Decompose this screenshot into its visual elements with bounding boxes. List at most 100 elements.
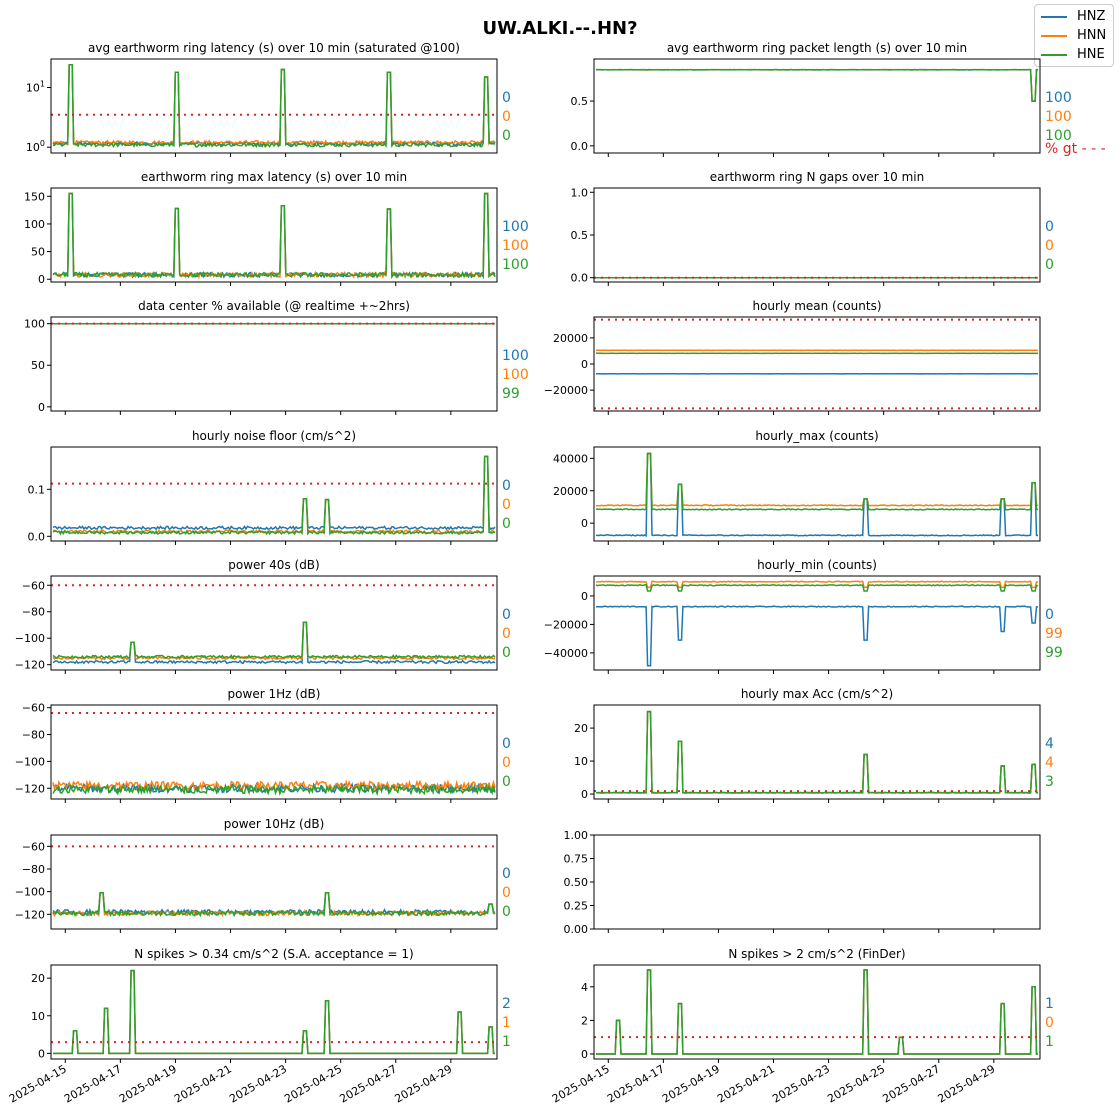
pct-label: 0 bbox=[502, 516, 511, 532]
pct-label: 0 bbox=[502, 866, 511, 882]
y-tick-label: 1.00 bbox=[564, 829, 589, 842]
y-tick-label: −60 bbox=[22, 702, 45, 715]
series-line bbox=[595, 605, 1039, 667]
x-tick-label: 2025-04-29 bbox=[392, 1062, 454, 1105]
pct-label: 1 bbox=[502, 1015, 511, 1031]
subplot-title: hourly_max (counts) bbox=[755, 429, 878, 443]
y-tick-label: 0.50 bbox=[564, 876, 589, 889]
axes-frame bbox=[593, 704, 1041, 800]
axes-frame bbox=[50, 834, 498, 930]
series-line bbox=[595, 68, 1039, 102]
y-tick-label: −60 bbox=[22, 840, 45, 853]
pct-label: 1 bbox=[1045, 996, 1054, 1012]
y-tick-label: 0.25 bbox=[564, 900, 589, 913]
x-tick-label: 2025-04-17 bbox=[605, 1062, 667, 1105]
axes-frame bbox=[593, 446, 1041, 542]
series-line bbox=[596, 969, 1038, 1055]
x-tick-label: 2025-04-15 bbox=[550, 1062, 612, 1105]
gt-label: % gt - - - bbox=[1045, 141, 1106, 157]
y-tick-label: 0 bbox=[581, 590, 588, 603]
pct-label: 4 bbox=[1045, 755, 1054, 771]
series-line bbox=[52, 621, 496, 665]
series-line bbox=[596, 969, 1038, 1055]
legend-item-hnz: HNZ bbox=[1035, 7, 1113, 26]
pct-label: 100 bbox=[502, 219, 529, 235]
y-tick-label: 0 bbox=[581, 788, 588, 801]
axes-frame bbox=[50, 316, 498, 412]
series-line bbox=[52, 621, 496, 661]
series-line bbox=[52, 455, 496, 536]
pct-label: 0 bbox=[1045, 1015, 1054, 1031]
y-tick-label: 40000 bbox=[553, 452, 588, 465]
pct-label: 0 bbox=[502, 607, 511, 623]
series-line bbox=[53, 969, 495, 1055]
x-tick-label: 2025-04-17 bbox=[62, 1062, 124, 1105]
axes-frame bbox=[593, 834, 1041, 930]
series-line bbox=[52, 64, 496, 149]
pct-label: 99 bbox=[1045, 626, 1063, 642]
y-tick-label: −80 bbox=[22, 863, 45, 876]
pct-label: 0 bbox=[1045, 607, 1054, 623]
y-tick-label: 100 bbox=[24, 318, 45, 331]
series-line bbox=[53, 455, 496, 536]
y-tick-label: −100 bbox=[15, 755, 45, 768]
series-line bbox=[52, 192, 496, 280]
y-tick-label: −20000 bbox=[544, 384, 588, 397]
pct-label: 0 bbox=[1045, 238, 1054, 254]
axes-frame bbox=[50, 446, 498, 542]
y-tick-label: 0 bbox=[581, 358, 588, 371]
x-tick-label: 2025-04-21 bbox=[715, 1062, 777, 1105]
pct-label: 100 bbox=[1045, 90, 1072, 106]
y-tick-label: 0.0 bbox=[28, 530, 46, 543]
y-tick-label: −120 bbox=[15, 782, 45, 795]
pct-label: 0 bbox=[502, 128, 511, 144]
y-tick-label: 20 bbox=[31, 972, 45, 985]
pct-label: 100 bbox=[502, 367, 529, 383]
series-line bbox=[596, 969, 1038, 1055]
y-tick-label: 20000 bbox=[553, 485, 588, 498]
series-line bbox=[52, 64, 496, 146]
legend-label: HNZ bbox=[1077, 9, 1106, 24]
axes-frame bbox=[593, 316, 1041, 412]
pct-label: 0 bbox=[502, 90, 511, 106]
pct-label: 0 bbox=[502, 109, 511, 125]
y-tick-label: 0.00 bbox=[564, 923, 589, 936]
subplot-title: earthworm ring max latency (s) over 10 m… bbox=[141, 170, 407, 184]
y-tick-label: −80 bbox=[22, 606, 45, 619]
pct-label: 0 bbox=[502, 904, 511, 920]
series-line bbox=[595, 710, 1039, 794]
legend-item-hne: HNE bbox=[1035, 45, 1113, 64]
x-tick-label: 2025-04-19 bbox=[660, 1062, 722, 1105]
y-tick-label: 20 bbox=[574, 722, 588, 735]
series-line bbox=[52, 621, 496, 660]
figure-title: UW.ALKI.--.HN? bbox=[482, 18, 638, 39]
subplot-title: power 40s (dB) bbox=[228, 558, 319, 572]
y-tick-label: −120 bbox=[15, 908, 45, 921]
subplot-title: hourly_min (counts) bbox=[757, 558, 877, 572]
pct-label: 100 bbox=[1045, 109, 1072, 125]
y-tick-label: 0 bbox=[38, 273, 45, 286]
y-tick-label: 0.1 bbox=[28, 483, 46, 496]
subplot-title: hourly noise floor (cm/s^2) bbox=[192, 429, 356, 443]
axes-frame bbox=[593, 575, 1041, 671]
series-line bbox=[595, 452, 1038, 512]
subplot-title: power 10Hz (dB) bbox=[224, 817, 325, 831]
subplot-title: hourly max Acc (cm/s^2) bbox=[741, 687, 893, 701]
x-tick-label: 2025-04-15 bbox=[7, 1062, 69, 1105]
y-tick-label: 2 bbox=[581, 1014, 588, 1027]
y-tick-label: 0.0 bbox=[571, 140, 589, 153]
pct-label: 100 bbox=[502, 257, 529, 273]
legend-swatch bbox=[1041, 34, 1067, 37]
x-tick-label: 2025-04-27 bbox=[880, 1062, 942, 1105]
pct-label: 0 bbox=[502, 626, 511, 642]
pct-label: 0 bbox=[502, 497, 511, 513]
series-line bbox=[52, 64, 496, 148]
legend: HNZ HNN HNE bbox=[1034, 4, 1114, 67]
x-tick-label: 2025-04-25 bbox=[825, 1062, 887, 1105]
pct-label: 1 bbox=[502, 1034, 511, 1050]
y-tick-label: 100 bbox=[26, 139, 45, 154]
subplot-title: data center % available (@ realtime +~2h… bbox=[138, 299, 410, 313]
axes-frame bbox=[50, 187, 498, 283]
legend-label: HNN bbox=[1077, 28, 1107, 43]
